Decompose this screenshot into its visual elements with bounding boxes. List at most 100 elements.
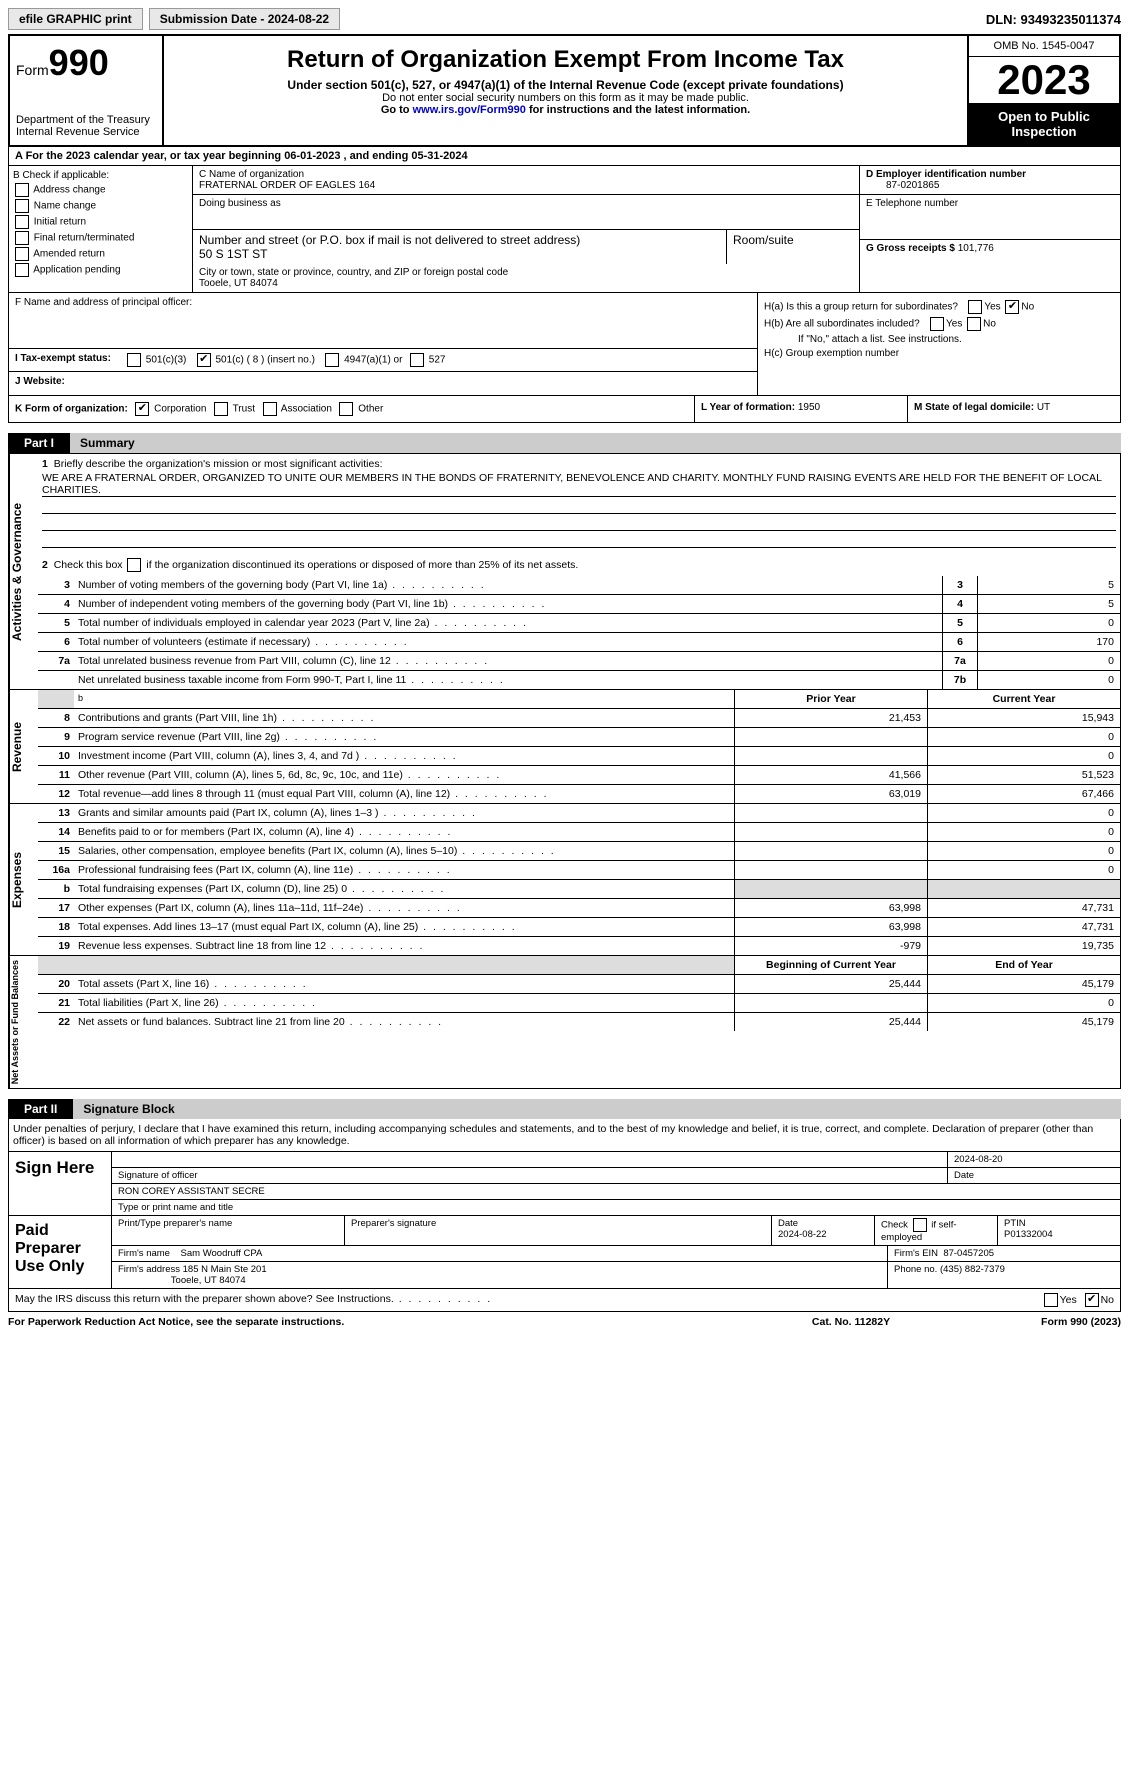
line-11-text: Other revenue (Part VIII, column (A), li… <box>74 766 734 784</box>
b-label: B Check if applicable: <box>13 170 188 181</box>
dln-text: DLN: 93493235011374 <box>986 12 1121 27</box>
line-9-current: 0 <box>927 728 1120 746</box>
goto-line: Go to www.irs.gov/Form990 for instructio… <box>170 104 961 116</box>
form-number: Form990 <box>16 42 156 84</box>
ptin: P01332004 <box>1004 1229 1053 1240</box>
ha-label: H(a) Is this a group return for subordin… <box>764 302 958 313</box>
line-14-prior <box>734 823 927 841</box>
cb-501c[interactable] <box>197 353 211 367</box>
name-title-label: Type or print name and title <box>112 1200 1120 1215</box>
line-20-prior: 25,444 <box>734 975 927 993</box>
prep-sig-label: Preparer's signature <box>345 1216 772 1245</box>
line-16a-prior <box>734 861 927 879</box>
tax-year: 2023 <box>969 57 1119 103</box>
signature-declaration: Under penalties of perjury, I declare th… <box>8 1119 1121 1152</box>
omb-number: OMB No. 1545-0047 <box>969 36 1119 57</box>
part2-title: Signature Block <box>73 1099 1121 1119</box>
cb-corporation[interactable] <box>135 402 149 416</box>
form-title: Return of Organization Exempt From Incom… <box>170 46 961 74</box>
i-label: I Tax-exempt status: <box>15 353 111 364</box>
firm-addr1: 185 N Main Ste 201 <box>183 1264 267 1275</box>
line-14-text: Benefits paid to or for members (Part IX… <box>74 823 734 841</box>
cb-name-change[interactable]: Name change <box>13 199 188 213</box>
m-label: M State of legal domicile: <box>914 402 1034 413</box>
j-website-label: J Website: <box>15 376 65 387</box>
line-19-text: Revenue less expenses. Subtract line 18 … <box>74 937 734 955</box>
line-7a-text: Total unrelated business revenue from Pa… <box>74 652 942 670</box>
part1-label: Part I <box>8 433 70 453</box>
line-21-prior <box>734 994 927 1012</box>
discuss-yes[interactable] <box>1044 1293 1058 1307</box>
cb-final-return[interactable]: Final return/terminated <box>13 231 188 245</box>
cb-amended-return[interactable]: Amended return <box>13 247 188 261</box>
officer-name: RON COREY ASSISTANT SECRE <box>112 1184 1120 1199</box>
form-subtitle: Under section 501(c), 527, or 4947(a)(1)… <box>170 78 961 92</box>
public-inspection-badge: Open to Public Inspection <box>969 103 1119 145</box>
hc-label: H(c) Group exemption number <box>764 348 1114 359</box>
line-b-current <box>927 880 1120 898</box>
ein-value: 87-0201865 <box>886 180 939 191</box>
prep-date: 2024-08-22 <box>778 1229 827 1240</box>
cb-527[interactable] <box>410 353 424 367</box>
cat-no: Cat. No. 11282Y <box>761 1316 941 1328</box>
mission-text: WE ARE A FRATERNAL ORDER, ORGANIZED TO U… <box>42 472 1116 497</box>
line-8-text: Contributions and grants (Part VIII, lin… <box>74 709 734 727</box>
line-8-current: 15,943 <box>927 709 1120 727</box>
paperwork-notice: For Paperwork Reduction Act Notice, see … <box>8 1316 761 1328</box>
cb-trust[interactable] <box>214 402 228 416</box>
d-label: D Employer identification number <box>866 169 1026 180</box>
prior-year-hdr: Prior Year <box>734 690 927 708</box>
cb-association[interactable] <box>263 402 277 416</box>
tab-expenses: Expenses <box>9 804 38 955</box>
hb-no[interactable] <box>967 317 981 331</box>
cb-4947[interactable] <box>325 353 339 367</box>
line-21-current: 0 <box>927 994 1120 1012</box>
line-7a-value: 0 <box>978 652 1120 670</box>
org-name: FRATERNAL ORDER OF EAGLES 164 <box>199 180 853 191</box>
efile-print-button[interactable]: efile GRAPHIC print <box>8 8 143 30</box>
hb-yes[interactable] <box>930 317 944 331</box>
submission-date-button[interactable]: Submission Date - 2024-08-22 <box>149 8 340 30</box>
line-15-current: 0 <box>927 842 1120 860</box>
ha-no[interactable] <box>1005 300 1019 314</box>
discuss-no[interactable] <box>1085 1293 1099 1307</box>
hb-note: If "No," attach a list. See instructions… <box>764 334 1114 345</box>
city-label: City or town, state or province, country… <box>199 267 853 278</box>
dept-text: Department of the Treasury Internal Reve… <box>16 114 156 138</box>
q1-text: Briefly describe the organization's miss… <box>54 458 383 470</box>
cb-address-change[interactable]: Address change <box>13 183 188 197</box>
line-6-text: Total number of volunteers (estimate if … <box>74 633 942 651</box>
cb-initial-return[interactable]: Initial return <box>13 215 188 229</box>
line-b-prior <box>734 880 927 898</box>
line-20-text: Total assets (Part X, line 16) <box>74 975 734 993</box>
line-15-prior <box>734 842 927 860</box>
line-12-text: Total revenue—add lines 8 through 11 (mu… <box>74 785 734 803</box>
line-11-prior: 41,566 <box>734 766 927 784</box>
cb-discontinued[interactable] <box>127 558 141 572</box>
paid-preparer-label: Paid Preparer Use Only <box>9 1216 112 1288</box>
cb-501c3[interactable] <box>127 353 141 367</box>
tab-netassets: Net Assets or Fund Balances <box>9 956 38 1088</box>
line-22-prior: 25,444 <box>734 1013 927 1031</box>
line-9-prior <box>734 728 927 746</box>
cb-self-employed[interactable] <box>913 1218 927 1232</box>
form-footer: Form 990 (2023) <box>941 1316 1121 1328</box>
c-name-label: C Name of organization <box>199 169 853 180</box>
tab-revenue: Revenue <box>9 690 38 803</box>
irs-link[interactable]: www.irs.gov/Form990 <box>413 104 526 116</box>
cb-application-pending[interactable]: Application pending <box>13 263 188 277</box>
line-14-current: 0 <box>927 823 1120 841</box>
line-13-current: 0 <box>927 804 1120 822</box>
line-18-current: 47,731 <box>927 918 1120 936</box>
line-22-current: 45,179 <box>927 1013 1120 1031</box>
line-19-current: 19,735 <box>927 937 1120 955</box>
cb-other[interactable] <box>339 402 353 416</box>
g-label: G Gross receipts $ <box>866 243 955 254</box>
line-6-value: 170 <box>978 633 1120 651</box>
sign-date: 2024-08-20 <box>948 1152 1120 1167</box>
ha-yes[interactable] <box>968 300 982 314</box>
line-7b-text: Net unrelated business taxable income fr… <box>74 671 942 689</box>
line-16a-current: 0 <box>927 861 1120 879</box>
firm-phone: (435) 882-7379 <box>940 1264 1005 1275</box>
hb-label: H(b) Are all subordinates included? <box>764 319 920 330</box>
